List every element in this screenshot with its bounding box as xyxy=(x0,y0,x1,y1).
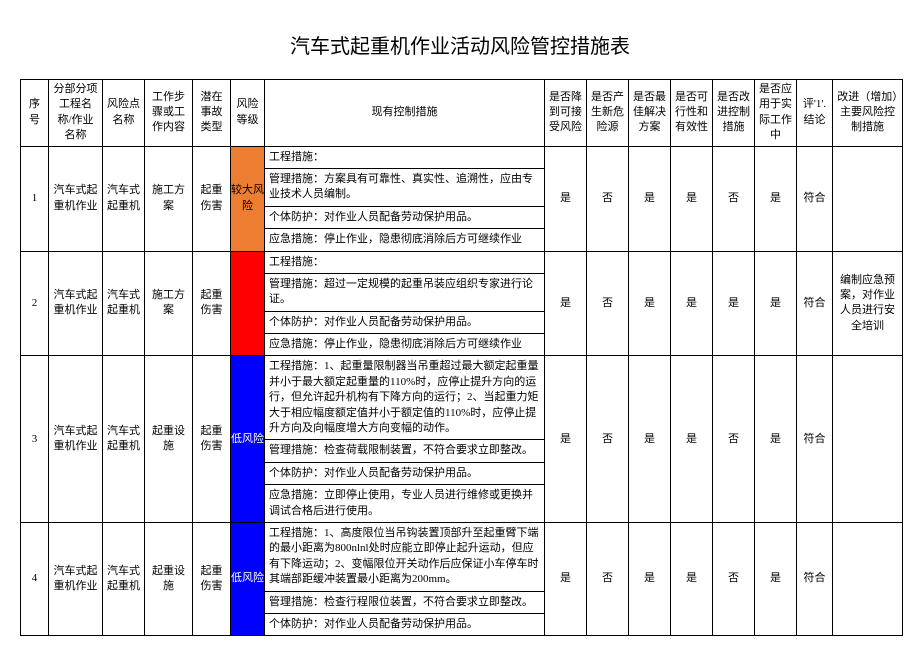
col-q14: 评'1'.结论 xyxy=(797,80,833,147)
table-row: 4汽车式起重机作业汽车式起重机起重设施起重伤害低风险工程措施：1、高度限位当吊钩… xyxy=(21,522,903,635)
measures-cell: 工程措施：管理措施：超过一定规模的起重吊装应组织专家进行论证。个体防护：对作业人… xyxy=(265,251,545,356)
risk-level-cell xyxy=(231,251,265,356)
risk-level-cell: 低风险 xyxy=(231,522,265,635)
col-q10: 是否最佳解决方案 xyxy=(629,80,671,147)
col-q9: 是否产生新危险源 xyxy=(587,80,629,147)
col-no: 序号 xyxy=(21,80,49,147)
col-q15: 改进（增加）主要风险控制措施 xyxy=(833,80,903,147)
col-q12: 是否改进控制措施 xyxy=(713,80,755,147)
risk-level-cell: 低风险 xyxy=(231,356,265,523)
risk-table: 序号 分部分项工程名称/作业名称 风险点名称 工作步骤或工作内容 潜在事故类型 … xyxy=(20,79,903,636)
col-acc: 潜在事故类型 xyxy=(193,80,231,147)
measures-cell: 工程措施：1、起重量限制器当吊重超过最大额定起重量并小于最大额定起重量的110%… xyxy=(265,356,545,523)
col-name: 分部分项工程名称/作业名称 xyxy=(49,80,103,147)
col-step: 工作步骤或工作内容 xyxy=(145,80,193,147)
table-row: 3汽车式起重机作业汽车式起重机起重设施起重伤害低风险工程措施：1、起重量限制器当… xyxy=(21,356,903,523)
col-q11: 是否可行性和有效性 xyxy=(671,80,713,147)
table-row: 1汽车式起重机作业汽车式起重机施工方案起重伤害较大风险工程措施：管理措施：方案具… xyxy=(21,146,903,251)
col-q13: 是否应用于实际工作中 xyxy=(755,80,797,147)
col-meas: 现有控制措施 xyxy=(265,80,545,147)
col-point: 风险点名称 xyxy=(103,80,145,147)
measures-cell: 工程措施：管理措施：方案具有可靠性、真实性、追溯性，应由专业技术人员编制。个体防… xyxy=(265,146,545,251)
table-row: 2汽车式起重机作业汽车式起重机施工方案起重伤害工程措施：管理措施：超过一定规模的… xyxy=(21,251,903,356)
table-header-row: 序号 分部分项工程名称/作业名称 风险点名称 工作步骤或工作内容 潜在事故类型 … xyxy=(21,80,903,147)
page-title: 汽车式起重机作业活动风险管控措施表 xyxy=(20,30,900,59)
col-q8: 是否降到可接受风险 xyxy=(545,80,587,147)
measures-cell: 工程措施：1、高度限位当吊钩装置顶部升至起重臂下端的最小距离为800nlnl处时… xyxy=(265,522,545,635)
risk-level-cell: 较大风险 xyxy=(231,146,265,251)
col-risk: 风险等级 xyxy=(231,80,265,147)
